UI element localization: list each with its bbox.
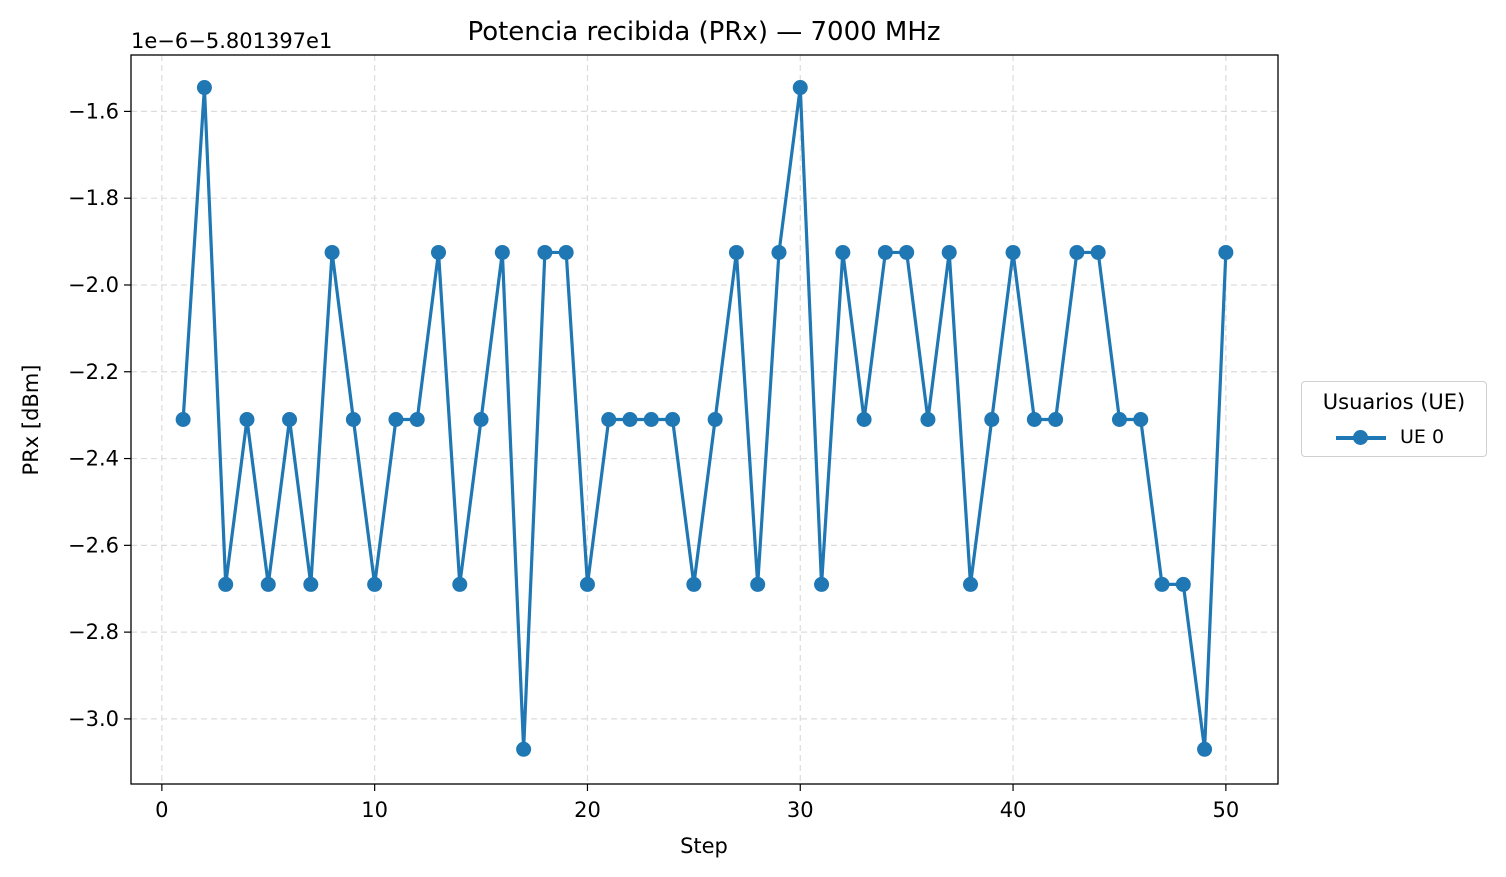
data-point — [856, 412, 872, 427]
chart-title: Potencia recibida (PRx) — 7000 MHz — [467, 17, 940, 47]
data-point — [899, 244, 915, 260]
y-tick-label: −2.6 — [68, 533, 119, 557]
data-point — [771, 244, 787, 260]
data-point — [494, 244, 510, 260]
data-point — [473, 412, 489, 427]
y-tick-label: −2.0 — [68, 273, 119, 297]
data-point — [1090, 244, 1106, 260]
data-point — [388, 412, 404, 427]
data-point — [665, 412, 681, 427]
data-point — [963, 576, 979, 592]
data-point — [409, 412, 425, 427]
data-point — [792, 80, 808, 96]
series-line — [181, 85, 1228, 751]
data-point — [941, 244, 957, 260]
data-point — [1197, 741, 1213, 757]
data-point — [601, 412, 617, 427]
data-point — [643, 412, 659, 427]
y-tick-label: −1.6 — [68, 99, 119, 123]
data-point — [303, 576, 319, 592]
legend-label: UE 0 — [1400, 426, 1445, 448]
data-point — [835, 244, 851, 260]
y-tick-label: −2.4 — [68, 447, 119, 471]
data-point — [324, 244, 340, 260]
data-point — [1048, 412, 1064, 427]
y-tick-label: −1.8 — [68, 186, 119, 210]
y-axis: −1.6 −1.8 −2.0 −2.2 −2.4 −2.6 −2.8 −3.0 — [68, 99, 131, 731]
x-tick-label: 10 — [361, 798, 388, 822]
x-tick-label: 20 — [574, 798, 601, 822]
data-point — [1133, 412, 1149, 427]
data-point — [920, 412, 936, 427]
data-point — [707, 412, 723, 427]
data-point — [728, 244, 744, 260]
x-axis-label: Step — [680, 834, 728, 858]
data-point — [516, 741, 532, 757]
data-point — [175, 412, 191, 427]
data-point — [218, 576, 234, 592]
data-point — [1175, 576, 1191, 592]
x-axis: 0 10 20 30 40 50 — [155, 784, 1239, 822]
x-tick-label: 0 — [155, 798, 168, 822]
data-point — [537, 244, 553, 260]
legend: Usuarios (UE) UE 0 — [1301, 381, 1487, 457]
data-point — [430, 244, 446, 260]
x-tick-label: 30 — [787, 798, 814, 822]
data-point — [1111, 412, 1127, 427]
data-point — [750, 576, 766, 592]
data-point — [686, 576, 702, 592]
y-tick-label: −2.8 — [68, 620, 119, 644]
data-point — [239, 412, 255, 427]
data-point — [558, 244, 574, 260]
data-point — [814, 576, 830, 592]
x-tick-label: 40 — [1000, 798, 1027, 822]
data-point — [1154, 576, 1170, 592]
x-tick-label: 50 — [1212, 798, 1239, 822]
data-point — [452, 576, 468, 592]
series-ue0 — [175, 80, 1234, 757]
y-tick-label: −2.2 — [68, 360, 119, 384]
data-point — [260, 576, 276, 592]
data-point — [579, 576, 595, 592]
data-point — [282, 412, 298, 427]
data-point — [1069, 244, 1085, 260]
data-point — [877, 244, 893, 260]
data-point — [1026, 412, 1042, 427]
data-point — [367, 576, 383, 592]
legend-marker-swatch — [1353, 430, 1368, 445]
data-point — [196, 80, 212, 96]
y-offset-text: 1e−6−5.801397e1 — [131, 29, 332, 53]
data-point — [622, 412, 638, 427]
data-point — [1005, 244, 1021, 260]
legend-title: Usuarios (UE) — [1322, 390, 1466, 414]
grid-lines — [131, 55, 1278, 784]
y-axis-label: PRx [dBm] — [19, 365, 43, 476]
data-point — [345, 412, 361, 427]
data-point — [1218, 244, 1234, 260]
y-tick-label: −3.0 — [68, 707, 119, 731]
data-point — [984, 412, 1000, 427]
plot-frame — [130, 54, 1279, 785]
